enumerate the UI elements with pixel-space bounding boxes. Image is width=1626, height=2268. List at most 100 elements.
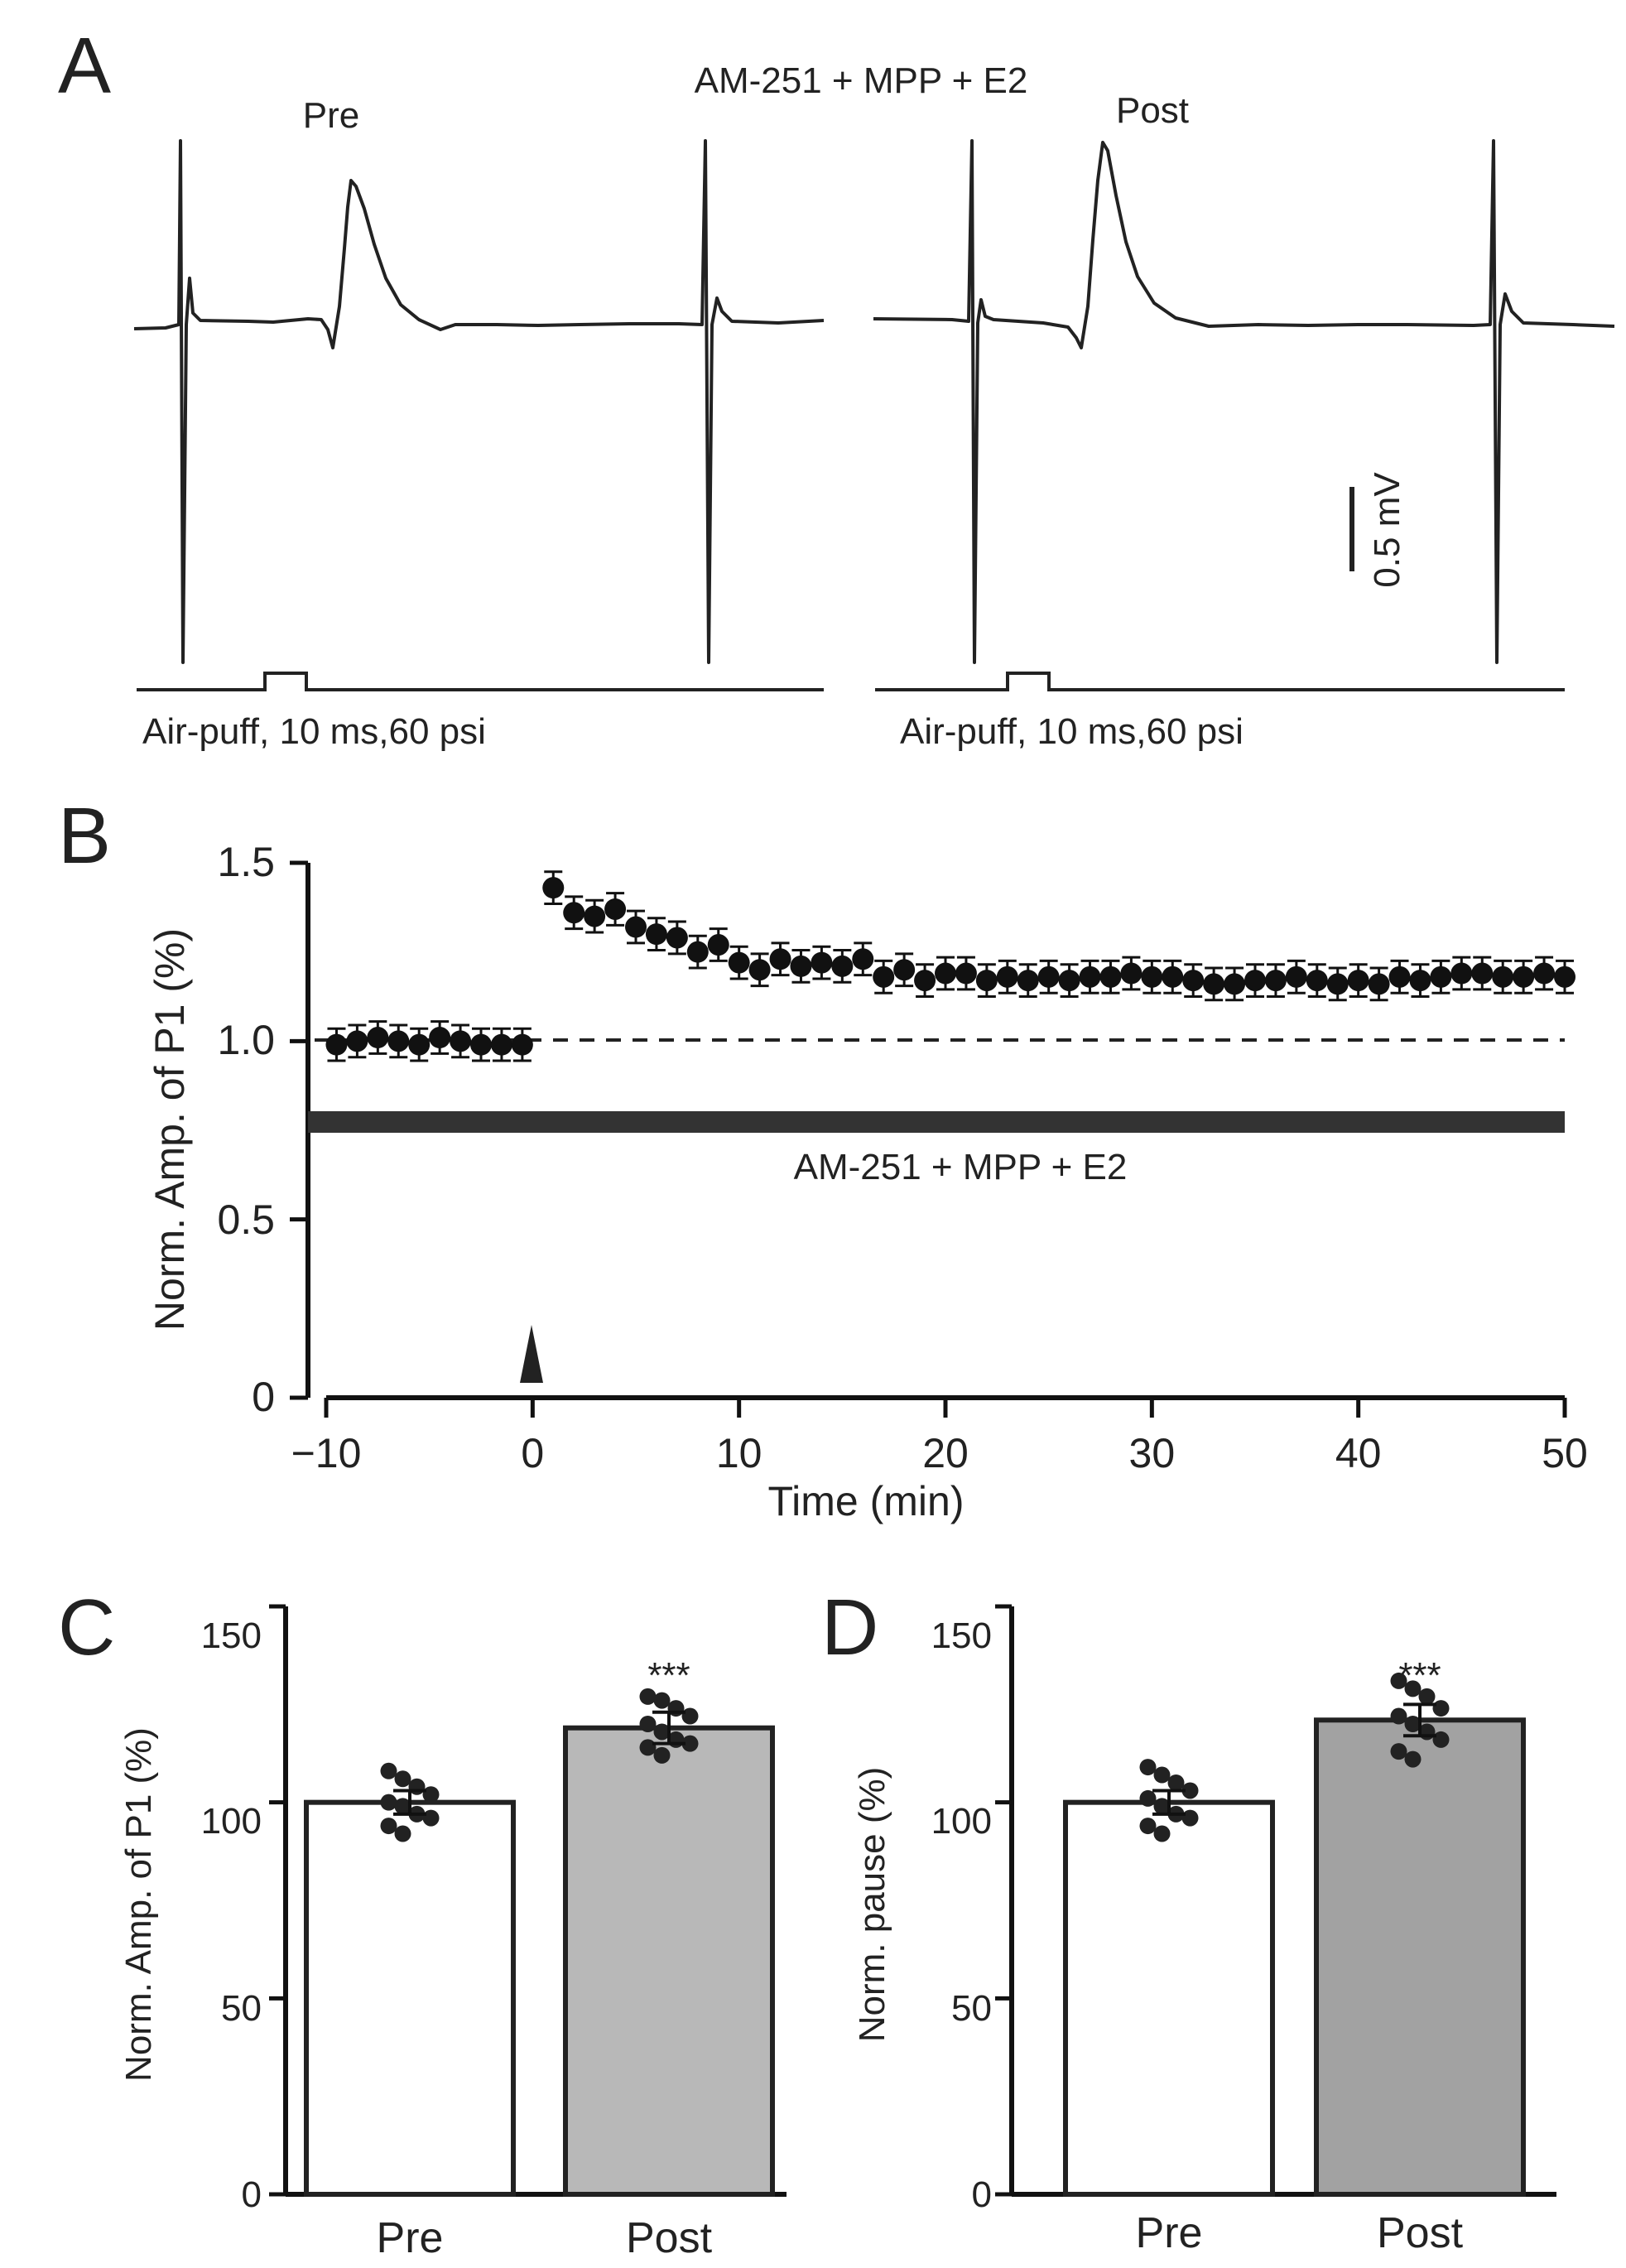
panel-b-xtick-label-0: −10 (291, 1430, 362, 1476)
data-point (542, 877, 565, 899)
panel-c-individual-point (639, 1716, 657, 1732)
data-point (1203, 973, 1225, 995)
panel-c-y-label: Norm. Amp. of P1 (%) (118, 1727, 159, 2082)
panel-d-individual-point (1390, 1707, 1407, 1725)
panel-b-y-label: Norm. Amp. of P1 (%) (147, 928, 193, 1331)
stimulus-pre-label: Air-puff, 10 ms,60 psi (142, 711, 486, 752)
data-point (1347, 970, 1369, 992)
data-point (935, 962, 956, 985)
data-point (1388, 965, 1411, 988)
data-point (666, 927, 688, 949)
panel-b-ytick-0: 0 (252, 1374, 275, 1420)
panel-c-individual-point (422, 1786, 440, 1803)
data-point (1533, 962, 1556, 985)
panel-b-ytick-marks (290, 860, 308, 1400)
data-point (429, 1027, 451, 1049)
panel-letter-c: C (58, 1583, 115, 1672)
data-point (584, 905, 606, 927)
panel-d-chart: Norm. pause (%) 0 50 100 150 Pre Post **… (852, 1604, 1556, 2257)
panel-d-category-pre: Pre (1136, 2209, 1203, 2257)
data-point (707, 934, 729, 956)
panel-c-individual-point (681, 1735, 699, 1752)
scale-bar-label: 0.5 mV (1367, 472, 1407, 588)
drug-bar (308, 1111, 1565, 1133)
panel-d-individual-point (1432, 1731, 1450, 1748)
data-point (769, 948, 791, 970)
panel-d-individual-point (1404, 1750, 1422, 1768)
data-point (1162, 965, 1184, 988)
data-point (831, 955, 854, 977)
panel-b-data-points (325, 870, 1575, 1062)
data-point (1099, 965, 1122, 988)
panel-b-x-label: Time (min) (767, 1478, 964, 1524)
data-point (1409, 970, 1431, 992)
panel-d-individual-point (1167, 1774, 1185, 1791)
data-point (1017, 970, 1039, 992)
panel-c-individual-point (639, 1739, 657, 1756)
panel-c-individual-point (380, 1762, 397, 1779)
panel-d-bar-pre (1063, 1799, 1275, 2198)
panel-b-ytick-2: 1.0 (217, 1017, 275, 1063)
panel-c-chart: Norm. Amp. of P1 (%) 0 50 100 150 Pre Po… (118, 1604, 787, 2262)
data-point (604, 898, 627, 920)
drug-bar-label: AM-251 + MPP + E2 (794, 1147, 1128, 1187)
data-point (1037, 965, 1060, 988)
data-point (1224, 973, 1246, 995)
data-point (728, 951, 750, 974)
data-point (1120, 962, 1143, 985)
data-point (367, 1027, 389, 1049)
panel-d-individual-point (1390, 1743, 1407, 1760)
panel-d-individual-point (1153, 1825, 1171, 1842)
data-point (511, 1033, 533, 1056)
panel-b-xtick-marks: −10 0 10 20 30 40 50 (291, 1398, 1588, 1476)
data-point (1430, 965, 1452, 988)
panel-d-ytick-1: 50 (951, 1988, 992, 2029)
panel-d-individual-point (1432, 1700, 1450, 1717)
panel-d-individual-point (1153, 1766, 1171, 1784)
data-point (1326, 973, 1349, 995)
panel-a-title: AM-251 + MPP + E2 (695, 60, 1028, 101)
stimulus-marker-arrowhead (520, 1325, 543, 1383)
panel-a-traces: AM-251 + MPP + E2 Pre Post Air-puff, 10 … (133, 60, 1615, 752)
data-point (1368, 973, 1390, 995)
panel-b-xtick-label-6: 50 (1542, 1430, 1588, 1476)
panel-d-individual-point (1404, 1680, 1422, 1697)
panel-c-individual-point (394, 1770, 411, 1788)
data-point (1182, 970, 1205, 992)
panel-c-significance: *** (647, 1655, 690, 1696)
data-point (811, 951, 833, 974)
panel-c-individual-point (639, 1688, 657, 1705)
panel-d-category-post: Post (1377, 2209, 1464, 2257)
data-point (873, 965, 895, 988)
data-point (996, 965, 1018, 988)
panel-letter-a: A (58, 22, 111, 110)
data-point (490, 1033, 512, 1056)
stimulus-pre-line (137, 672, 824, 691)
panel-d-individual-point (1139, 1759, 1157, 1776)
panel-c-bars (304, 1688, 775, 2198)
panel-d-ytick-marks (995, 1604, 1012, 2197)
panel-c-individual-point (394, 1798, 411, 1815)
panel-c-bar-post (563, 1725, 775, 2198)
data-point (387, 1030, 410, 1052)
data-point (686, 941, 709, 963)
data-point (325, 1033, 348, 1056)
panel-letter-b: B (58, 792, 111, 880)
panel-d-y-label: Norm. pause (%) (852, 1767, 892, 2043)
data-point (1285, 965, 1307, 988)
data-point (1450, 962, 1473, 985)
data-point (955, 962, 977, 985)
panel-c-individual-point (380, 1794, 397, 1811)
data-point (408, 1033, 431, 1056)
trace-pre-waveform (133, 139, 825, 664)
data-point (625, 916, 647, 938)
panel-b-xtick-label-2: 10 (716, 1430, 762, 1476)
panel-c-individual-point (681, 1707, 699, 1725)
data-point (450, 1030, 472, 1052)
panel-b-xtick-label-4: 30 (1129, 1430, 1176, 1476)
data-point (1492, 965, 1514, 988)
panel-b-chart: AM-251 + MPP + E2 Norm. Amp. of P1 (%) T… (147, 839, 1588, 1524)
panel-c-category-post: Post (626, 2214, 713, 2262)
data-point (748, 959, 771, 981)
data-point (852, 948, 874, 970)
